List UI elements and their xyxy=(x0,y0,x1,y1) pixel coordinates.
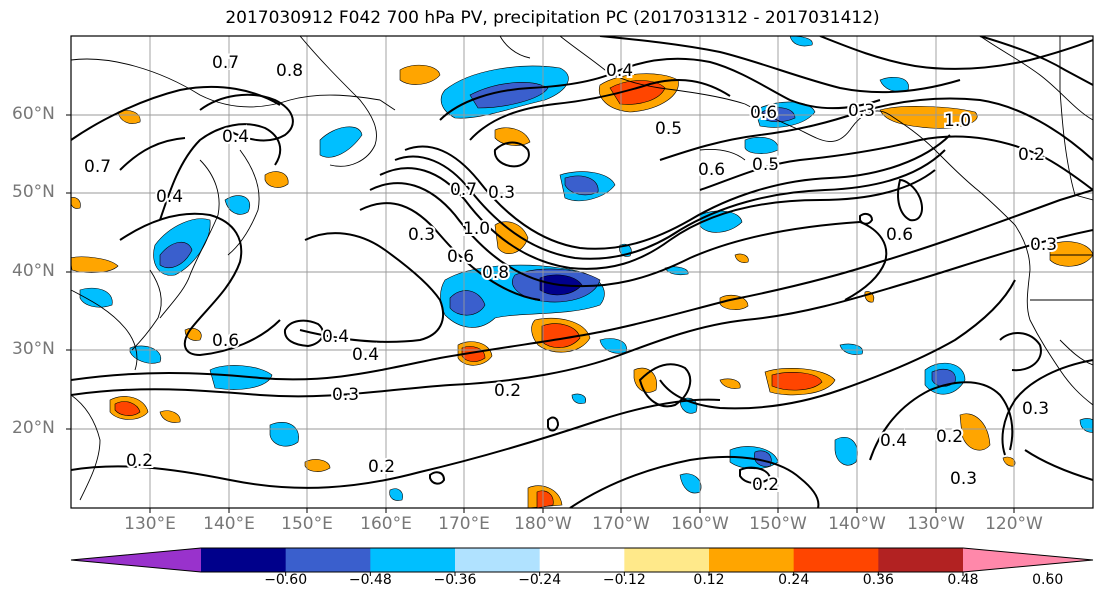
colorbar-segment xyxy=(878,548,964,572)
coastlines xyxy=(71,36,1093,501)
colorbar xyxy=(70,547,1094,576)
contour-label: 0.4 xyxy=(322,327,349,347)
lat-label: 30°N xyxy=(12,339,55,359)
contour-label: 0.5 xyxy=(752,155,779,175)
contour-label: 0.2 xyxy=(752,475,779,495)
colorbar-tick-label: −0.60 xyxy=(264,572,308,588)
colorbar-segment xyxy=(370,548,456,572)
colorbar-segment xyxy=(201,548,287,572)
contour-label: 0.3 xyxy=(1022,399,1049,419)
colorbar-tick-label: 0.12 xyxy=(693,572,725,588)
contour-label: 0.2 xyxy=(1018,145,1045,165)
contour-label: 0.7 xyxy=(84,157,111,177)
contour-label: 0.2 xyxy=(126,451,153,471)
contour-label: 0.7 xyxy=(450,180,477,200)
contour-label: 0.6 xyxy=(212,331,239,351)
contour-label: 0.4 xyxy=(606,61,633,81)
pv-contours xyxy=(71,36,1093,508)
contour-label: 0.4 xyxy=(880,431,907,451)
colorbar-tick-label: 0.36 xyxy=(862,572,894,588)
contour-label: 0.6 xyxy=(750,103,777,123)
contour-label: 0.3 xyxy=(408,225,435,245)
contour-label: 0.6 xyxy=(886,225,913,245)
lon-label: 130°W xyxy=(907,514,965,534)
lon-label: 140°W xyxy=(828,514,886,534)
contour-labels: 0.4 0.6 0.4 0.4 0.3 0.2 0.2 0.3 0.2 0.3 … xyxy=(82,51,1059,497)
colorbar-tick-label: −0.36 xyxy=(433,572,477,588)
contour-label: 0.6 xyxy=(698,160,725,180)
contour-label: 0.3 xyxy=(488,183,515,203)
colorbar-segment xyxy=(709,548,795,572)
lon-label: 160°E xyxy=(360,514,412,534)
lat-label: 20°N xyxy=(12,418,55,438)
colorbar-extend-high xyxy=(963,548,1093,572)
map-area: 0.4 0.6 0.4 0.4 0.3 0.2 0.2 0.3 0.2 0.3 … xyxy=(71,36,1093,508)
contour-label: 0.3 xyxy=(1030,235,1057,255)
lat-label: 50°N xyxy=(12,182,55,202)
contour-label: 0.3 xyxy=(332,385,359,405)
lat-label: 40°N xyxy=(12,261,55,281)
contour-label: 0.2 xyxy=(494,381,521,401)
contour-label: 0.7 xyxy=(212,53,239,73)
graticule xyxy=(71,36,1093,508)
lon-label: 140°E xyxy=(203,514,255,534)
lat-label: 60°N xyxy=(12,104,55,124)
lon-label: 180°W xyxy=(514,514,572,534)
colorbar-tick-label: 0.24 xyxy=(778,572,810,588)
lon-label: 150°E xyxy=(281,514,333,534)
map-title: 2017030912 F042 700 hPa PV, precipitatio… xyxy=(225,8,880,28)
contour-label: 0.3 xyxy=(848,101,875,121)
contour-label: 1.0 xyxy=(944,111,971,131)
contour-label: 1.0 xyxy=(463,219,490,239)
lon-label: 170°W xyxy=(592,514,650,534)
lon-label: 170°E xyxy=(438,514,490,534)
contour-label: 0.5 xyxy=(655,119,682,139)
lon-label: 130°E xyxy=(124,514,176,534)
contour-label: 0.6 xyxy=(447,247,474,267)
lon-label: 160°W xyxy=(671,514,729,534)
contour-label: 0.2 xyxy=(936,427,963,447)
colorbar-tick-label: −0.48 xyxy=(348,572,392,588)
contour-label: 0.4 xyxy=(352,345,379,365)
colorbar-segment xyxy=(285,548,371,572)
lon-label: 150°W xyxy=(749,514,807,534)
negative-pc-shading xyxy=(79,36,1093,501)
colorbar-tick-label: −0.12 xyxy=(602,572,646,588)
contour-label: 0.2 xyxy=(368,457,395,477)
colorbar-segment xyxy=(793,548,879,572)
contour-label: 0.4 xyxy=(222,127,249,147)
colorbar-segment xyxy=(455,548,541,572)
axis-ticks xyxy=(66,114,1015,513)
positive-pc-shading xyxy=(71,64,1093,508)
colorbar-extend-low xyxy=(71,548,201,572)
colorbar-outline xyxy=(70,547,1094,573)
lon-label: 120°W xyxy=(985,514,1043,534)
colorbar-tick-label: 0.60 xyxy=(1032,572,1064,588)
contour-label: 0.4 xyxy=(156,187,183,207)
contour-label: 0.8 xyxy=(482,263,509,283)
contour-label: 0.3 xyxy=(950,469,977,489)
contour-label: 0.8 xyxy=(276,61,303,81)
colorbar-segment xyxy=(624,548,710,572)
colorbar-segment xyxy=(539,548,625,572)
colorbar-tick-label: 0.48 xyxy=(947,572,979,588)
colorbar-tick-label: −0.24 xyxy=(518,572,562,588)
